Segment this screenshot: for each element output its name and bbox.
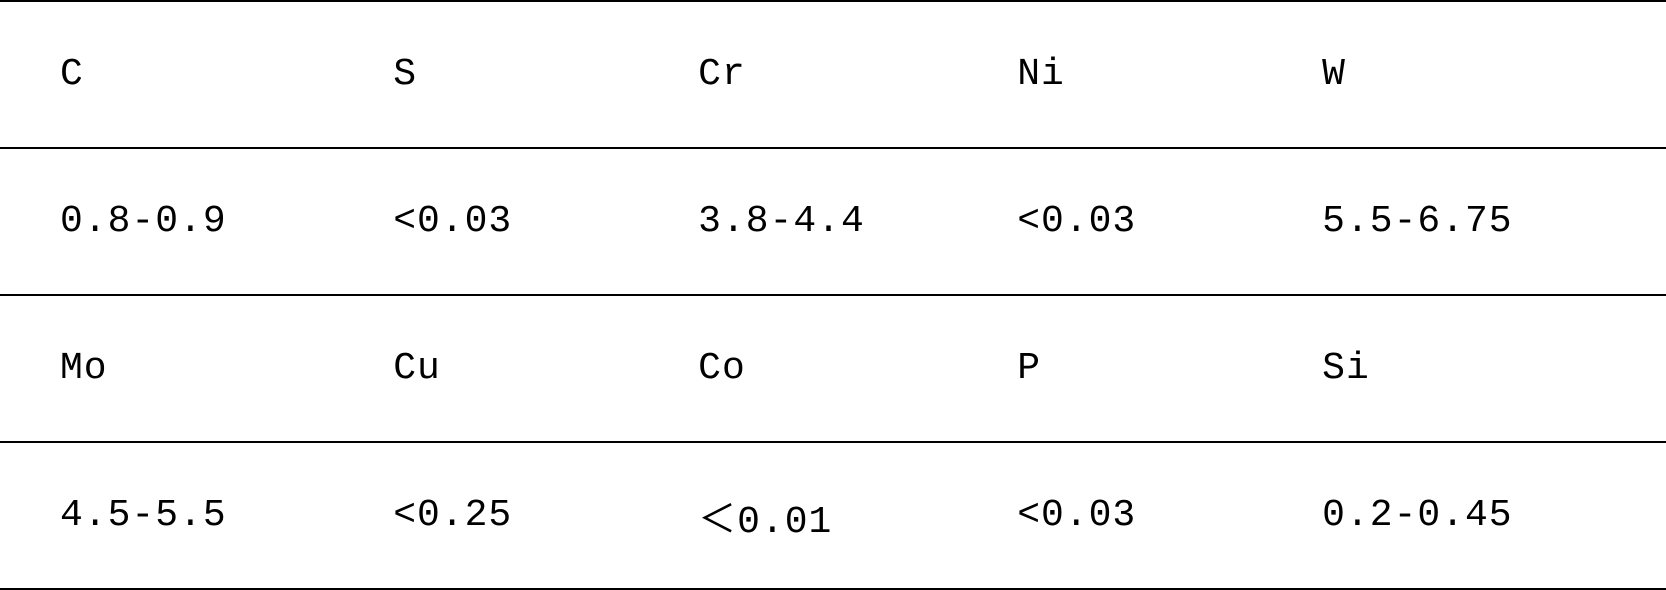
table-cell: <0.03: [957, 148, 1262, 295]
table-row: C S Cr Ni W: [0, 1, 1666, 148]
composition-table-container: C S Cr Ni W 0.8-0.9 <0.03 3.8-4.4 <0.03 …: [0, 0, 1666, 582]
table-cell: 4.5-5.5: [0, 442, 333, 589]
table-cell: S: [333, 1, 638, 148]
table-cell: Si: [1262, 295, 1666, 442]
table-row: 0.8-0.9 <0.03 3.8-4.4 <0.03 5.5-6.75: [0, 148, 1666, 295]
table-cell: Ni: [957, 1, 1262, 148]
table-row: 4.5-5.5 <0.25 ＜0.01 <0.03 0.2-0.45: [0, 442, 1666, 589]
table-row: Mo Cu Co P Si: [0, 295, 1666, 442]
table-cell: 3.8-4.4: [638, 148, 957, 295]
table-cell: <0.03: [333, 148, 638, 295]
table-cell: <0.25: [333, 442, 638, 589]
table-cell: C: [0, 1, 333, 148]
table-cell: Mo: [0, 295, 333, 442]
table-cell: Cu: [333, 295, 638, 442]
table-cell: 5.5-6.75: [1262, 148, 1666, 295]
table-cell: <0.03: [957, 442, 1262, 589]
table-cell: ＜0.01: [638, 442, 957, 589]
table-cell: W: [1262, 1, 1666, 148]
table-cell: P: [957, 295, 1262, 442]
table-cell: 0.8-0.9: [0, 148, 333, 295]
table-cell: Cr: [638, 1, 957, 148]
composition-table: C S Cr Ni W 0.8-0.9 <0.03 3.8-4.4 <0.03 …: [0, 0, 1666, 590]
table-cell: 0.2-0.45: [1262, 442, 1666, 589]
table-cell: Co: [638, 295, 957, 442]
